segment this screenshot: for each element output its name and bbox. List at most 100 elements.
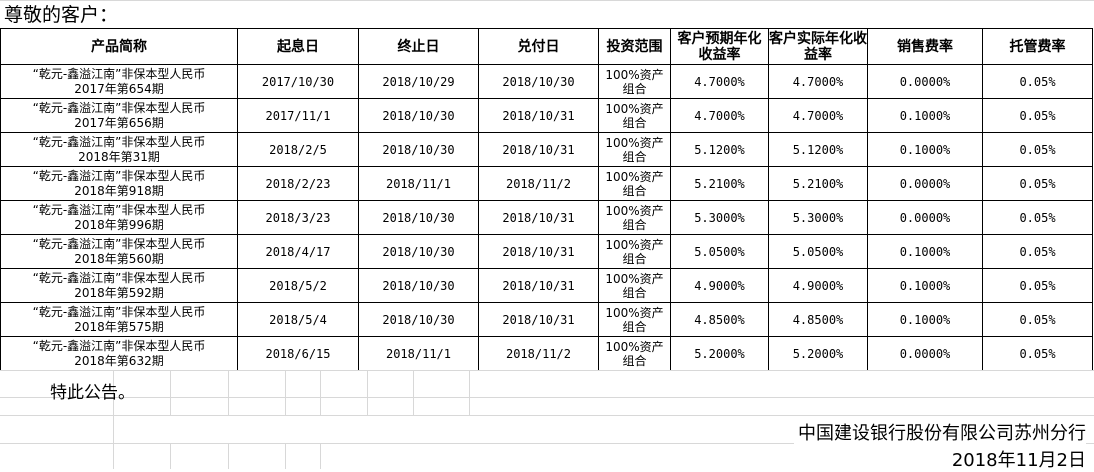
sales-fee-cell: 0.1000% [867, 98, 983, 133]
start-date-cell: 2018/2/23 [237, 166, 359, 201]
scope-line: 100%资产 [605, 101, 664, 116]
custody-fee-cell: 0.05% [982, 234, 1093, 269]
scope-line: 组合 [622, 353, 647, 368]
end-date-cell: 2018/10/30 [358, 234, 479, 269]
table-row: “乾元-鑫溢江南”非保本型人民币 2018年第31期 2018/2/5 2018/10… [0, 132, 1093, 167]
pay-date-cell: 2018/10/31 [478, 234, 599, 269]
custody-fee-cell: 0.05% [982, 98, 1093, 133]
header-start-date: 起息日 [237, 28, 359, 65]
end-date-cell: 2018/10/30 [358, 200, 479, 235]
actual-yield-cell: 4.7000% [768, 64, 868, 99]
sales-fee-cell: 0.0000% [867, 166, 983, 201]
table-row: “乾元-鑫溢江南”非保本型人民币 2017年第654期 2017/10/30 2018… [0, 64, 1093, 99]
scope-line: 组合 [622, 217, 647, 232]
header-custody-fee: 托管费率 [982, 28, 1093, 65]
product-name: “乾元-鑫溢江南”非保本型人民币 [32, 168, 206, 183]
product-name-cell: “乾元-鑫溢江南”非保本型人民币 2017年第656期 [0, 98, 238, 133]
table-row: “乾元-鑫溢江南”非保本型人民币 2018年第632期 2018/6/15 2018/… [0, 336, 1093, 371]
pay-date-cell: 2018/10/30 [478, 64, 599, 99]
product-issue: 2018年第918期 [74, 183, 164, 198]
scope-line: 100%资产 [605, 67, 664, 82]
pay-date-cell: 2018/10/31 [478, 132, 599, 167]
actual-yield-cell: 5.3000% [768, 200, 868, 235]
sales-fee-cell: 0.0000% [867, 336, 983, 371]
actual-yield-cell: 4.9000% [768, 268, 868, 303]
table-row: “乾元-鑫溢江南”非保本型人民币 2018年第560期 2018/4/17 2018/… [0, 234, 1093, 269]
scope-line: 组合 [622, 319, 647, 334]
product-issue: 2017年第656期 [74, 115, 164, 130]
end-date-cell: 2018/11/1 [358, 336, 479, 371]
product-name: “乾元-鑫溢江南”非保本型人民币 [32, 338, 206, 353]
custody-fee-cell: 0.05% [982, 64, 1093, 99]
sales-fee-cell: 0.0000% [867, 64, 983, 99]
scope-cell: 100%资产 组合 [598, 302, 671, 337]
start-date-cell: 2017/11/1 [237, 98, 359, 133]
expected-yield-cell: 4.7000% [670, 64, 769, 99]
sales-fee-cell: 0.1000% [867, 302, 983, 337]
custody-fee-cell: 0.05% [982, 132, 1093, 167]
header-row: 产品简称 起息日 终止日 兑付日 投资范围 客户预期年化收益率 客户实际年化收益… [0, 28, 1093, 65]
scope-line: 组合 [622, 115, 647, 130]
table-row: “乾元-鑫溢江南”非保本型人民币 2018年第592期 2018/5/2 2018/1… [0, 268, 1093, 303]
pay-date-cell: 2018/10/31 [478, 268, 599, 303]
start-date-cell: 2018/2/5 [237, 132, 359, 167]
scope-line: 组合 [622, 285, 647, 300]
start-date-cell: 2018/5/2 [237, 268, 359, 303]
product-issue: 2018年第31期 [78, 149, 160, 164]
start-date-cell: 2018/3/23 [237, 200, 359, 235]
scope-cell: 100%资产 组合 [598, 268, 671, 303]
scope-line: 组合 [622, 81, 647, 96]
product-issue: 2018年第592期 [74, 285, 164, 300]
expected-yield-cell: 5.1200% [670, 132, 769, 167]
header-product-name: 产品简称 [0, 28, 238, 65]
product-table: 产品简称 起息日 终止日 兑付日 投资范围 客户预期年化收益率 客户实际年化收益… [0, 28, 1093, 371]
table-row: “乾元-鑫溢江南”非保本型人民币 2018年第575期 2018/5/4 2018/1… [0, 302, 1093, 337]
actual-yield-cell: 5.2100% [768, 166, 868, 201]
custody-fee-cell: 0.05% [982, 200, 1093, 235]
start-date-cell: 2017/10/30 [237, 64, 359, 99]
actual-yield-cell: 5.1200% [768, 132, 868, 167]
expected-yield-cell: 5.2100% [670, 166, 769, 201]
expected-yield-cell: 4.7000% [670, 98, 769, 133]
expected-yield-cell: 5.2000% [670, 336, 769, 371]
start-date-cell: 2018/4/17 [237, 234, 359, 269]
header-expected-yield: 客户预期年化收益率 [670, 28, 769, 65]
product-name: “乾元-鑫溢江南”非保本型人民币 [32, 304, 206, 319]
expected-yield-cell: 5.0500% [670, 234, 769, 269]
product-name: “乾元-鑫溢江南”非保本型人民币 [32, 202, 206, 217]
product-issue: 2018年第632期 [74, 353, 164, 368]
scope-line: 组合 [622, 149, 647, 164]
expected-yield-cell: 4.9000% [670, 268, 769, 303]
scope-cell: 100%资产 组合 [598, 64, 671, 99]
custody-fee-cell: 0.05% [982, 166, 1093, 201]
custody-fee-cell: 0.05% [982, 268, 1093, 303]
start-date-cell: 2018/5/4 [237, 302, 359, 337]
scope-cell: 100%资产 组合 [598, 200, 671, 235]
issuer-name: 中国建设银行股份有限公司苏州分行 [794, 419, 1086, 445]
scope-line: 100%资产 [605, 305, 664, 320]
header-scope: 投资范围 [598, 28, 671, 65]
custody-fee-cell: 0.05% [982, 302, 1093, 337]
table-row: “乾元-鑫溢江南”非保本型人民币 2017年第656期 2017/11/1 2018/… [0, 98, 1093, 133]
sales-fee-cell: 0.1000% [867, 268, 983, 303]
product-name: “乾元-鑫溢江南”非保本型人民币 [32, 134, 206, 149]
scope-line: 100%资产 [605, 169, 664, 184]
table-row: “乾元-鑫溢江南”非保本型人民币 2018年第996期 2018/3/23 2018/… [0, 200, 1093, 235]
actual-yield-cell: 4.7000% [768, 98, 868, 133]
header-actual-yield: 客户实际年化收益率 [768, 28, 868, 65]
scope-cell: 100%资产 组合 [598, 336, 671, 371]
scope-cell: 100%资产 组合 [598, 132, 671, 167]
announcement-date: 2018年11月2日 [947, 446, 1086, 472]
header-sales-fee: 销售费率 [867, 28, 983, 65]
pay-date-cell: 2018/10/31 [478, 302, 599, 337]
sales-fee-cell: 0.1000% [867, 132, 983, 167]
scope-cell: 100%资产 组合 [598, 166, 671, 201]
product-name: “乾元-鑫溢江南”非保本型人民币 [32, 270, 206, 285]
product-name: “乾元-鑫溢江南”非保本型人民币 [32, 100, 206, 115]
sales-fee-cell: 0.0000% [867, 200, 983, 235]
scope-line: 100%资产 [605, 339, 664, 354]
custody-fee-cell: 0.05% [982, 336, 1093, 371]
product-name-cell: “乾元-鑫溢江南”非保本型人民币 2018年第592期 [0, 268, 238, 303]
end-date-cell: 2018/10/30 [358, 302, 479, 337]
end-date-cell: 2018/10/29 [358, 64, 479, 99]
